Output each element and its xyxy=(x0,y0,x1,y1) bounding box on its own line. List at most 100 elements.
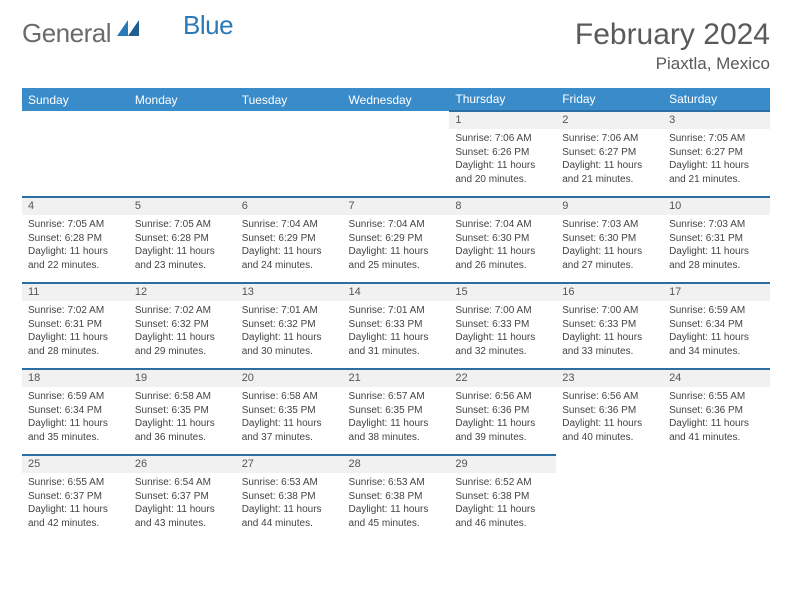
sunset-line: Sunset: 6:33 PM xyxy=(562,318,657,332)
day-content-cell: Sunrise: 6:53 AMSunset: 6:38 PMDaylight:… xyxy=(343,473,450,541)
day-content-cell: Sunrise: 6:59 AMSunset: 6:34 PMDaylight:… xyxy=(663,301,770,369)
sunrise-line: Sunrise: 7:01 AM xyxy=(242,304,337,318)
sunrise-line: Sunrise: 6:58 AM xyxy=(135,390,230,404)
sunrise-line: Sunrise: 7:05 AM xyxy=(669,132,764,146)
daylight-line: Daylight: 11 hours and 30 minutes. xyxy=(242,331,337,358)
sunset-line: Sunset: 6:34 PM xyxy=(669,318,764,332)
sunrise-line: Sunrise: 7:04 AM xyxy=(349,218,444,232)
day-content-cell xyxy=(343,129,450,197)
logo-triangle-icon xyxy=(117,20,139,41)
day-number-cell: 25 xyxy=(22,455,129,473)
daylight-line: Daylight: 11 hours and 34 minutes. xyxy=(669,331,764,358)
sunset-line: Sunset: 6:32 PM xyxy=(242,318,337,332)
day-content-cell: Sunrise: 7:05 AMSunset: 6:28 PMDaylight:… xyxy=(129,215,236,283)
daylight-line: Daylight: 11 hours and 46 minutes. xyxy=(455,503,550,530)
sunset-line: Sunset: 6:35 PM xyxy=(242,404,337,418)
day-number-cell: 5 xyxy=(129,197,236,215)
sunset-line: Sunset: 6:34 PM xyxy=(28,404,123,418)
daylight-line: Daylight: 11 hours and 37 minutes. xyxy=(242,417,337,444)
day-number-row: 2526272829 xyxy=(22,455,770,473)
weekday-header-row: Sunday Monday Tuesday Wednesday Thursday… xyxy=(22,88,770,111)
day-content-cell: Sunrise: 6:55 AMSunset: 6:36 PMDaylight:… xyxy=(663,387,770,455)
day-number-cell: 26 xyxy=(129,455,236,473)
sunset-line: Sunset: 6:37 PM xyxy=(135,490,230,504)
sunrise-line: Sunrise: 6:55 AM xyxy=(669,390,764,404)
day-content-cell: Sunrise: 7:06 AMSunset: 6:26 PMDaylight:… xyxy=(449,129,556,197)
day-number-cell: 17 xyxy=(663,283,770,301)
sunrise-line: Sunrise: 7:01 AM xyxy=(349,304,444,318)
sunrise-line: Sunrise: 6:56 AM xyxy=(455,390,550,404)
daylight-line: Daylight: 11 hours and 23 minutes. xyxy=(135,245,230,272)
sunset-line: Sunset: 6:28 PM xyxy=(28,232,123,246)
sunset-line: Sunset: 6:31 PM xyxy=(669,232,764,246)
day-number-cell: 23 xyxy=(556,369,663,387)
day-number-cell: 13 xyxy=(236,283,343,301)
sunset-line: Sunset: 6:37 PM xyxy=(28,490,123,504)
day-number-cell: 21 xyxy=(343,369,450,387)
weekday-header: Thursday xyxy=(449,88,556,111)
logo: General Blue xyxy=(22,18,233,49)
sunset-line: Sunset: 6:28 PM xyxy=(135,232,230,246)
sunrise-line: Sunrise: 6:52 AM xyxy=(455,476,550,490)
day-number-cell: 7 xyxy=(343,197,450,215)
sunrise-line: Sunrise: 6:58 AM xyxy=(242,390,337,404)
sunset-line: Sunset: 6:31 PM xyxy=(28,318,123,332)
day-content-cell: Sunrise: 7:00 AMSunset: 6:33 PMDaylight:… xyxy=(556,301,663,369)
day-content-cell: Sunrise: 7:04 AMSunset: 6:29 PMDaylight:… xyxy=(236,215,343,283)
sunset-line: Sunset: 6:27 PM xyxy=(562,146,657,160)
sunrise-line: Sunrise: 7:02 AM xyxy=(135,304,230,318)
sunset-line: Sunset: 6:30 PM xyxy=(562,232,657,246)
sunset-line: Sunset: 6:33 PM xyxy=(349,318,444,332)
day-content-cell: Sunrise: 6:56 AMSunset: 6:36 PMDaylight:… xyxy=(449,387,556,455)
daylight-line: Daylight: 11 hours and 21 minutes. xyxy=(669,159,764,186)
day-number-cell: 16 xyxy=(556,283,663,301)
sunset-line: Sunset: 6:36 PM xyxy=(669,404,764,418)
day-number-cell: 28 xyxy=(343,455,450,473)
sunrise-line: Sunrise: 7:04 AM xyxy=(242,218,337,232)
sunrise-line: Sunrise: 6:59 AM xyxy=(669,304,764,318)
day-number-cell: 11 xyxy=(22,283,129,301)
day-number-cell xyxy=(22,111,129,129)
weekday-header: Wednesday xyxy=(343,88,450,111)
sunrise-line: Sunrise: 7:05 AM xyxy=(135,218,230,232)
daylight-line: Daylight: 11 hours and 25 minutes. xyxy=(349,245,444,272)
sunset-line: Sunset: 6:33 PM xyxy=(455,318,550,332)
day-content-cell: Sunrise: 7:06 AMSunset: 6:27 PMDaylight:… xyxy=(556,129,663,197)
day-content-row: Sunrise: 6:59 AMSunset: 6:34 PMDaylight:… xyxy=(22,387,770,455)
daylight-line: Daylight: 11 hours and 39 minutes. xyxy=(455,417,550,444)
sunset-line: Sunset: 6:36 PM xyxy=(562,404,657,418)
day-content-cell: Sunrise: 6:52 AMSunset: 6:38 PMDaylight:… xyxy=(449,473,556,541)
daylight-line: Daylight: 11 hours and 35 minutes. xyxy=(28,417,123,444)
day-content-cell: Sunrise: 7:03 AMSunset: 6:31 PMDaylight:… xyxy=(663,215,770,283)
daylight-line: Daylight: 11 hours and 33 minutes. xyxy=(562,331,657,358)
day-number-cell: 19 xyxy=(129,369,236,387)
daylight-line: Daylight: 11 hours and 45 minutes. xyxy=(349,503,444,530)
day-number-row: 11121314151617 xyxy=(22,283,770,301)
daylight-line: Daylight: 11 hours and 44 minutes. xyxy=(242,503,337,530)
weekday-header: Tuesday xyxy=(236,88,343,111)
page-title: February 2024 xyxy=(575,18,770,52)
weekday-header: Monday xyxy=(129,88,236,111)
sunset-line: Sunset: 6:35 PM xyxy=(349,404,444,418)
day-content-cell: Sunrise: 6:55 AMSunset: 6:37 PMDaylight:… xyxy=(22,473,129,541)
sunset-line: Sunset: 6:30 PM xyxy=(455,232,550,246)
day-content-row: Sunrise: 7:05 AMSunset: 6:28 PMDaylight:… xyxy=(22,215,770,283)
day-number-row: 123 xyxy=(22,111,770,129)
sunset-line: Sunset: 6:29 PM xyxy=(349,232,444,246)
day-number-cell: 9 xyxy=(556,197,663,215)
day-number-cell: 22 xyxy=(449,369,556,387)
sunrise-line: Sunrise: 7:03 AM xyxy=(562,218,657,232)
sunrise-line: Sunrise: 7:06 AM xyxy=(562,132,657,146)
sunrise-line: Sunrise: 7:00 AM xyxy=(455,304,550,318)
day-number-cell: 12 xyxy=(129,283,236,301)
day-content-cell: Sunrise: 6:56 AMSunset: 6:36 PMDaylight:… xyxy=(556,387,663,455)
daylight-line: Daylight: 11 hours and 29 minutes. xyxy=(135,331,230,358)
day-number-cell: 4 xyxy=(22,197,129,215)
day-number-cell: 20 xyxy=(236,369,343,387)
sunrise-line: Sunrise: 7:05 AM xyxy=(28,218,123,232)
weekday-header: Sunday xyxy=(22,88,129,111)
sunset-line: Sunset: 6:26 PM xyxy=(455,146,550,160)
day-content-cell: Sunrise: 7:05 AMSunset: 6:27 PMDaylight:… xyxy=(663,129,770,197)
sunrise-line: Sunrise: 6:59 AM xyxy=(28,390,123,404)
day-number-cell: 2 xyxy=(556,111,663,129)
